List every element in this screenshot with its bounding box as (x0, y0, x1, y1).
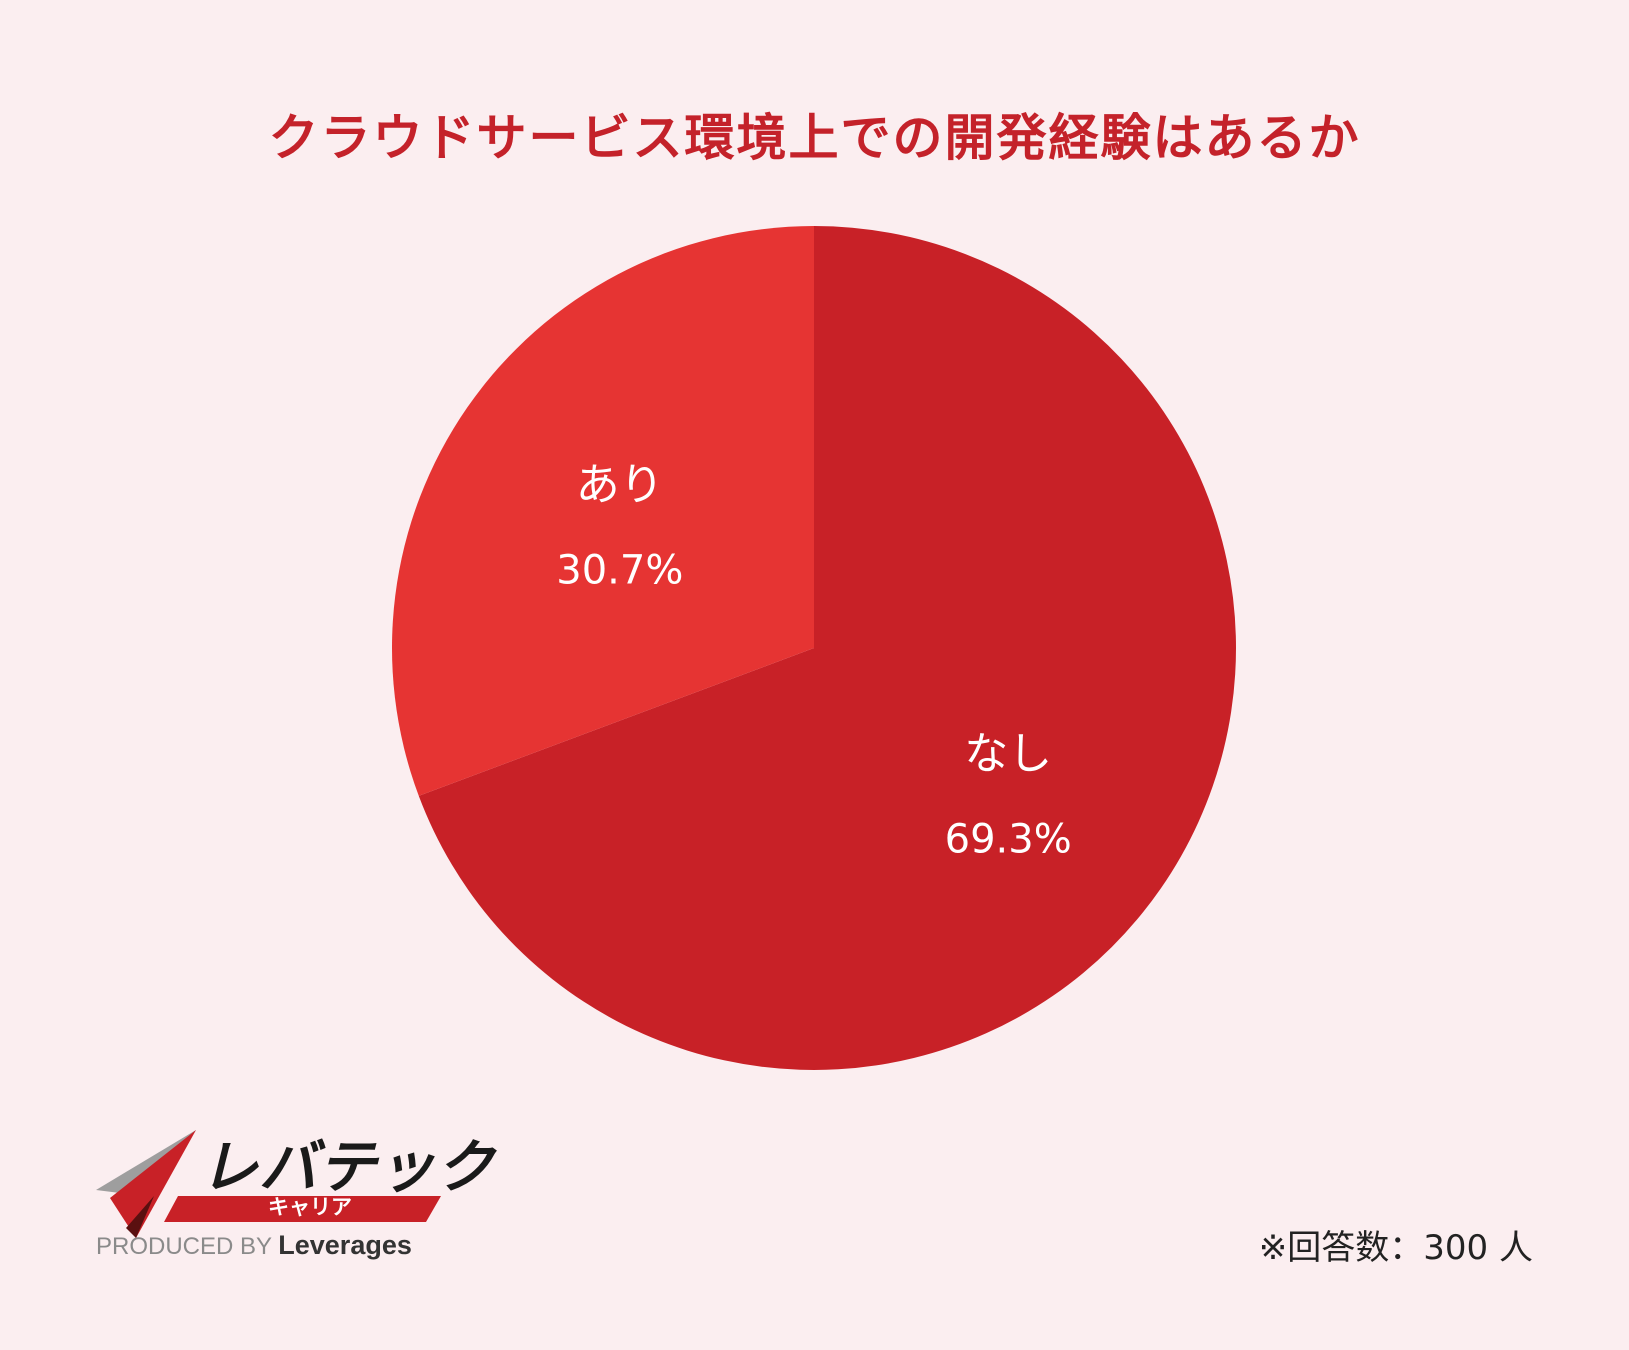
response-count-note: ※回答数：300 人 (1258, 1228, 1533, 1268)
slice-value-label: 69.3% (945, 817, 1072, 863)
brand-name: Leverages (278, 1230, 412, 1260)
chart-title: クラウドサービス環境上での開発経験はあるか (268, 109, 1361, 167)
pie-slice-2 (391, 226, 814, 796)
slice-category-label: なし (964, 729, 1052, 780)
logo-sub: キャリア (268, 1195, 352, 1219)
produced-by: PRODUCED BY Leverages (96, 1230, 412, 1261)
slice-category-label: あり (576, 459, 664, 510)
produced-by-label: PRODUCED BY (96, 1233, 272, 1260)
slice-value-label: 30.7% (556, 547, 683, 593)
logo-name: レバテック (200, 1133, 496, 1201)
leverages-logo-icon (96, 1130, 441, 1238)
pie-slice-1 (418, 226, 1236, 1070)
